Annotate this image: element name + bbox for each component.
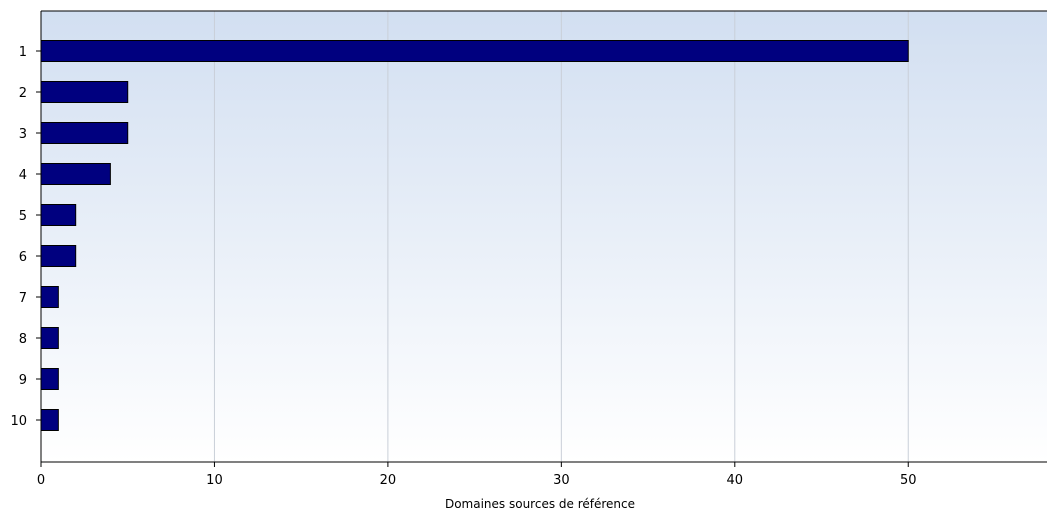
y-tick-label: 7 xyxy=(19,291,27,306)
x-tick-label: 30 xyxy=(553,473,570,488)
bar-2 xyxy=(41,82,128,103)
bar-9 xyxy=(41,369,58,390)
x-tick-label: 0 xyxy=(37,473,45,488)
y-tick-label: 4 xyxy=(19,168,27,183)
plot-background xyxy=(41,11,1047,462)
bar-6 xyxy=(41,246,76,267)
y-tick-label: 6 xyxy=(19,250,27,265)
x-tick-label: 20 xyxy=(380,473,397,488)
x-axis-title: Domaines sources de référence xyxy=(445,497,635,511)
y-tick-label: 3 xyxy=(19,127,27,142)
y-tick-label: 1 xyxy=(19,45,27,60)
x-tick-label: 50 xyxy=(900,473,917,488)
bar-10 xyxy=(41,410,58,431)
bar-5 xyxy=(41,205,76,226)
y-tick-label: 8 xyxy=(19,332,27,347)
y-axis-ticks: 1 2 3 4 5 6 7 8 9 10 xyxy=(10,45,41,429)
bar-4 xyxy=(41,164,110,185)
y-tick-label: 9 xyxy=(19,373,27,388)
y-tick-label: 10 xyxy=(10,414,27,429)
x-axis-ticks: 0 10 20 30 40 50 xyxy=(37,462,917,488)
y-tick-label: 5 xyxy=(19,209,27,224)
bar-1 xyxy=(41,41,908,62)
bar-8 xyxy=(41,328,58,349)
x-tick-label: 10 xyxy=(206,473,223,488)
bar-7 xyxy=(41,287,58,308)
bar-3 xyxy=(41,123,128,144)
x-tick-label: 40 xyxy=(727,473,744,488)
y-tick-label: 2 xyxy=(19,86,27,101)
